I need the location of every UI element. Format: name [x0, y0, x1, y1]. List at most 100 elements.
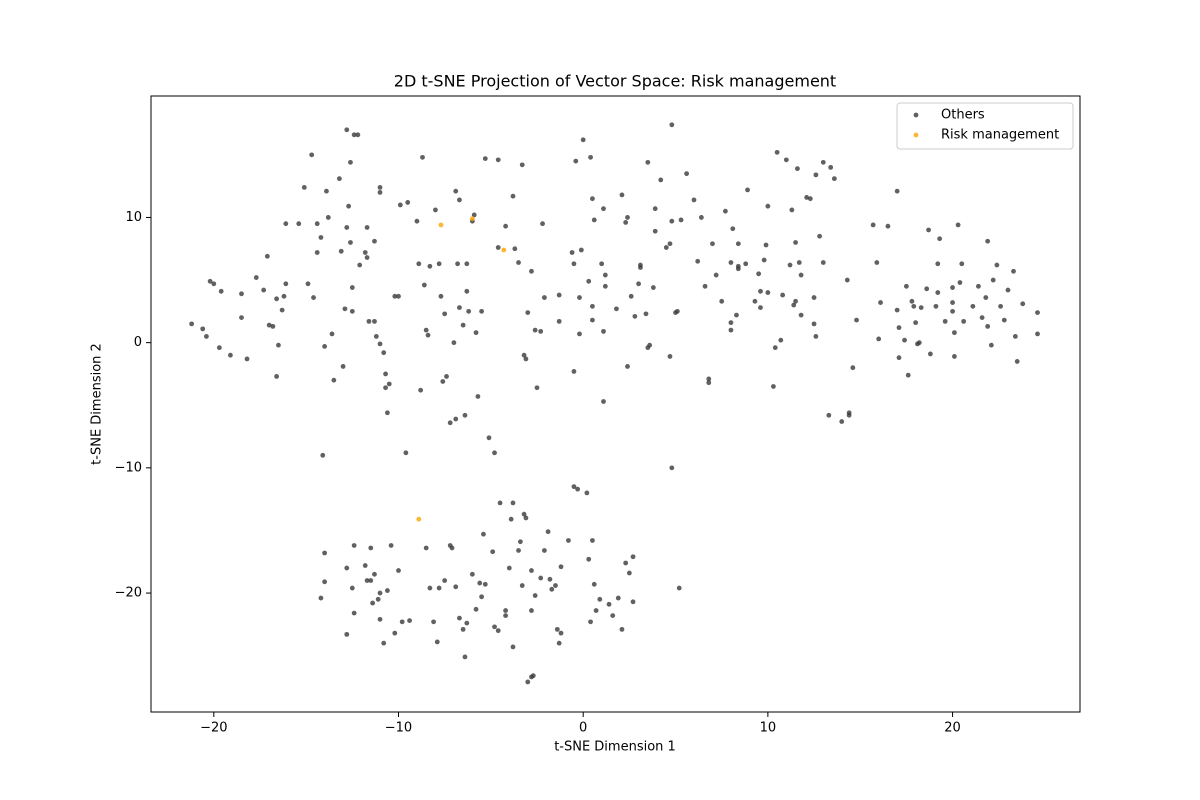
point	[377, 341, 383, 347]
point	[839, 419, 845, 424]
point	[935, 261, 941, 267]
point	[787, 262, 793, 268]
point	[933, 303, 939, 309]
point	[440, 379, 446, 384]
point	[979, 315, 985, 321]
point	[381, 350, 387, 356]
point	[601, 399, 606, 404]
point	[204, 333, 209, 339]
point	[935, 290, 941, 295]
point	[638, 265, 643, 270]
point	[811, 295, 817, 300]
point	[575, 486, 581, 492]
point	[449, 545, 455, 551]
point	[436, 585, 442, 591]
point	[798, 312, 804, 318]
point	[495, 628, 501, 634]
point	[482, 581, 488, 587]
point	[817, 233, 822, 239]
point	[479, 594, 484, 600]
point	[475, 394, 481, 399]
point	[553, 583, 558, 588]
point	[523, 356, 529, 362]
point	[383, 385, 388, 391]
point	[510, 193, 516, 199]
point	[1020, 301, 1026, 307]
point	[372, 571, 377, 577]
point	[519, 583, 525, 588]
point	[276, 342, 281, 348]
x-tick-label: 20	[944, 721, 961, 736]
point	[647, 342, 653, 348]
point	[438, 222, 444, 228]
point	[423, 545, 429, 551]
point	[451, 340, 457, 346]
point	[438, 293, 444, 299]
point	[397, 202, 403, 208]
point	[377, 184, 383, 190]
point	[377, 190, 383, 195]
point	[577, 295, 582, 300]
point	[521, 352, 527, 358]
point	[388, 543, 394, 548]
point	[601, 328, 606, 334]
point	[442, 578, 448, 583]
point	[942, 318, 948, 324]
point	[532, 327, 538, 333]
point	[590, 196, 595, 202]
point	[774, 149, 780, 155]
point	[976, 283, 981, 289]
point	[828, 164, 834, 170]
point	[985, 238, 991, 244]
point	[684, 171, 690, 177]
point	[431, 619, 436, 625]
point	[427, 585, 433, 591]
point	[396, 293, 401, 299]
point	[364, 578, 370, 583]
point	[771, 384, 776, 389]
point	[905, 372, 911, 378]
point	[418, 387, 424, 393]
point	[722, 208, 728, 214]
point	[373, 333, 379, 339]
point	[392, 630, 398, 636]
point	[590, 317, 595, 323]
point	[538, 575, 544, 581]
point	[961, 318, 967, 324]
point	[813, 333, 819, 339]
point	[558, 630, 564, 636]
point	[320, 452, 326, 458]
point	[952, 330, 957, 336]
point	[874, 260, 880, 265]
point	[844, 277, 850, 283]
point	[486, 435, 492, 441]
point	[1001, 317, 1007, 323]
point	[377, 616, 383, 622]
plot-frame	[150, 95, 1081, 713]
point	[586, 556, 592, 562]
point	[556, 640, 562, 646]
x-tick-label: −20	[200, 721, 227, 736]
point	[614, 306, 619, 312]
point	[669, 218, 675, 224]
point	[990, 277, 996, 283]
point	[405, 200, 411, 205]
point	[344, 225, 350, 230]
point	[460, 322, 466, 328]
point	[370, 600, 376, 606]
point	[349, 285, 355, 290]
point	[691, 197, 697, 203]
point	[322, 550, 328, 556]
point	[735, 266, 741, 272]
point	[305, 281, 311, 287]
point	[503, 608, 509, 613]
point	[309, 152, 315, 158]
point	[510, 500, 516, 506]
point	[772, 345, 778, 351]
x-tick-label: 10	[760, 721, 777, 736]
point	[706, 380, 712, 386]
point	[730, 226, 736, 232]
point	[200, 326, 206, 332]
point	[994, 262, 1000, 268]
point	[1012, 333, 1018, 339]
